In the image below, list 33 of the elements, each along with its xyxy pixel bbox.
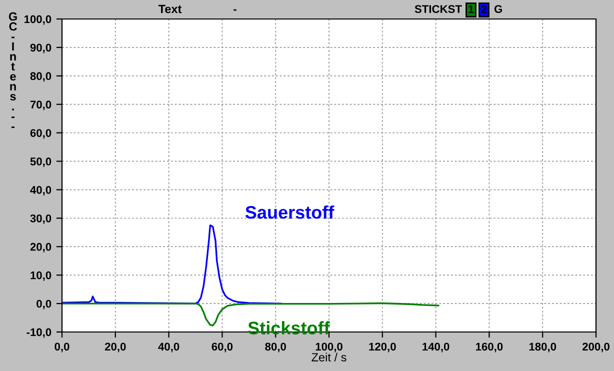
x-tick-label: 20,0: [104, 342, 126, 352]
x-tick-label: 80,0: [265, 342, 286, 352]
x-axis-title: Zeit / s: [312, 352, 346, 362]
x-tick-label: 140,0: [422, 342, 450, 352]
x-tick-label: 180,0: [529, 342, 556, 352]
y-tick-label: 70,0: [30, 100, 52, 110]
text: GC-Intens. - -: [8, 12, 17, 128]
series-label: Sauerstoff: [245, 206, 334, 219]
y-tick-label: 100,0: [24, 15, 52, 25]
y-tick-label: 80,0: [30, 72, 52, 82]
text: STICKST: [414, 5, 462, 13]
y-tick-label: 40,0: [30, 186, 52, 196]
text: 2: [481, 5, 487, 13]
y-tick-label: 50,0: [30, 158, 52, 168]
y-tick-label: -10,0: [26, 328, 52, 338]
x-tick-label: 200,0: [582, 342, 610, 352]
x-tick-label: 100,0: [316, 342, 342, 352]
x-tick-label: 0,0: [54, 342, 70, 352]
y-tick-label: 10,0: [30, 271, 52, 281]
text: 1: [468, 5, 474, 13]
series-label: Stickstoff: [248, 321, 330, 334]
y-tick-label: 60,0: [30, 129, 52, 139]
text: -: [234, 9, 236, 11]
x-tick-label: 120,0: [369, 342, 396, 352]
x-tick-label: 160,0: [476, 342, 503, 352]
y-tick-label: 20,0: [30, 242, 52, 252]
chart-title: Text: [158, 4, 182, 14]
y-tick-label: 30,0: [30, 214, 52, 224]
text: G: [494, 5, 502, 13]
x-tick-label: 60,0: [212, 342, 233, 352]
x-tick-label: 40,0: [158, 342, 180, 352]
y-tick-label: 90,0: [30, 44, 52, 54]
y-tick-label: 0,0: [36, 300, 52, 310]
